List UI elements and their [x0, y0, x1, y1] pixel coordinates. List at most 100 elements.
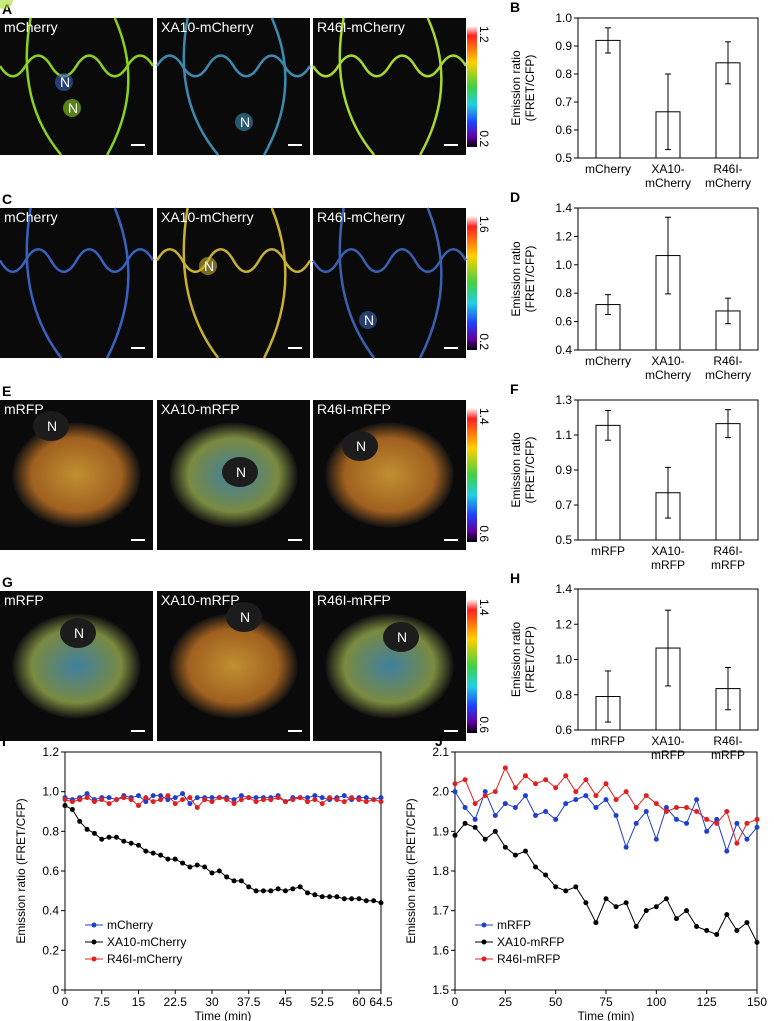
x-tick-label: XA10-mCherry: [645, 162, 691, 190]
cell: [12, 422, 141, 528]
x-tick-label: mCherry: [585, 162, 631, 176]
y-tick-label: 1.2: [555, 229, 572, 243]
data-point: [694, 924, 700, 930]
data-point: [121, 795, 127, 801]
data-point: [158, 852, 164, 858]
data-point: [573, 884, 579, 890]
data-point: [290, 797, 296, 803]
image-background: [313, 208, 466, 358]
data-point: [334, 894, 340, 900]
y-tick-label: 0.9: [555, 39, 572, 53]
nucleus: [235, 113, 253, 131]
data-point: [452, 781, 458, 787]
data-point: [260, 797, 266, 803]
data-point: [231, 878, 237, 884]
data-point: [714, 820, 720, 826]
data-point: [724, 809, 730, 814]
y-tick-label: 0.8: [555, 286, 572, 300]
panel-letter: C: [2, 191, 12, 207]
cell-outline: [338, 207, 376, 359]
colorbar: [467, 599, 477, 733]
y-tick-label: 1.4: [555, 201, 572, 215]
data-point: [363, 799, 369, 805]
bar: [715, 423, 741, 541]
micrograph: mCherry N: [0, 17, 155, 156]
cell-outline: [418, 207, 443, 359]
y-axis-label: Emission ratio(FRET/CFP): [509, 432, 537, 508]
data-point: [653, 801, 659, 807]
data-point: [462, 805, 468, 811]
y-tick-label: 0.8: [42, 824, 59, 838]
data-point: [502, 801, 508, 807]
data-point: [754, 939, 760, 945]
data-point: [253, 795, 259, 801]
y-tick-label: 2.1: [432, 745, 449, 759]
cell-outline: [263, 17, 287, 156]
data-point: [341, 799, 347, 805]
nucleus-label: N: [236, 464, 246, 480]
nucleus: [63, 99, 81, 117]
data-point: [246, 884, 252, 890]
y-tick-label: 1.0: [555, 11, 572, 25]
x-tick-label: 15: [132, 995, 146, 1009]
data-point: [135, 842, 141, 848]
image-label: XA10-mCherry: [161, 209, 254, 225]
cell: [12, 613, 141, 719]
data-point: [633, 820, 639, 826]
x-tick-label: 100: [646, 995, 666, 1009]
bar: [595, 39, 621, 159]
bar: [655, 647, 681, 731]
data-point: [452, 789, 458, 795]
data-point: [553, 816, 559, 822]
y-tick-label: 0.6: [555, 123, 572, 137]
y-axis-label: Emission ratio(FRET/CFP): [509, 621, 537, 697]
data-point: [84, 791, 90, 797]
data-point: [165, 797, 171, 803]
data-point: [533, 864, 539, 870]
micrograph: XA10-mCherry N: [155, 17, 312, 156]
data-point: [643, 908, 649, 914]
nucleus: [0, 0, 13, 9]
y-tick-label: 0.4: [555, 343, 572, 357]
y-tick-label: 1.7: [432, 904, 449, 918]
y-tick-label: 1.2: [555, 617, 572, 631]
data-point: [613, 797, 619, 803]
x-tick-label: 52.5: [311, 995, 335, 1009]
panel-letter: H: [510, 570, 520, 586]
cell-outline: [262, 207, 287, 359]
legend-label: XA10-mRFP: [497, 935, 564, 949]
data-point: [734, 928, 740, 933]
data-point: [113, 834, 119, 840]
data-point: [327, 795, 333, 801]
y-tick-label: 0.8: [555, 688, 572, 702]
bar: [595, 424, 621, 541]
data-point: [378, 799, 384, 805]
y-tick-label: 0.4: [42, 904, 59, 918]
y-tick-label: 0.6: [42, 864, 59, 878]
data-point: [684, 820, 690, 826]
colorbar: [467, 216, 477, 350]
micrograph: R46I-mCherry N: [311, 207, 468, 359]
data-point: [734, 840, 740, 846]
data-point: [150, 793, 156, 799]
image-background: [0, 18, 153, 155]
image-label: mCherry: [4, 19, 58, 35]
y-tick-label: 0.2: [42, 943, 59, 957]
x-tick-label: 0: [452, 995, 459, 1009]
data-point: [268, 888, 274, 894]
data-point: [563, 773, 569, 779]
data-point: [724, 848, 730, 854]
x-tick-label: 64.5: [369, 995, 393, 1009]
data-point: [512, 852, 518, 858]
x-tick-label: 30: [205, 995, 219, 1009]
x-tick-label: XA10-mRFP: [651, 544, 685, 572]
cell-outline: [25, 207, 63, 359]
data-point: [533, 812, 539, 818]
data-point: [349, 896, 355, 902]
data-point: [462, 777, 468, 783]
data-point: [172, 795, 178, 801]
panel-letter: J: [435, 733, 443, 749]
legend-label: R46I-mRFP: [497, 952, 560, 966]
data-point: [238, 797, 244, 803]
data-point: [143, 795, 149, 801]
